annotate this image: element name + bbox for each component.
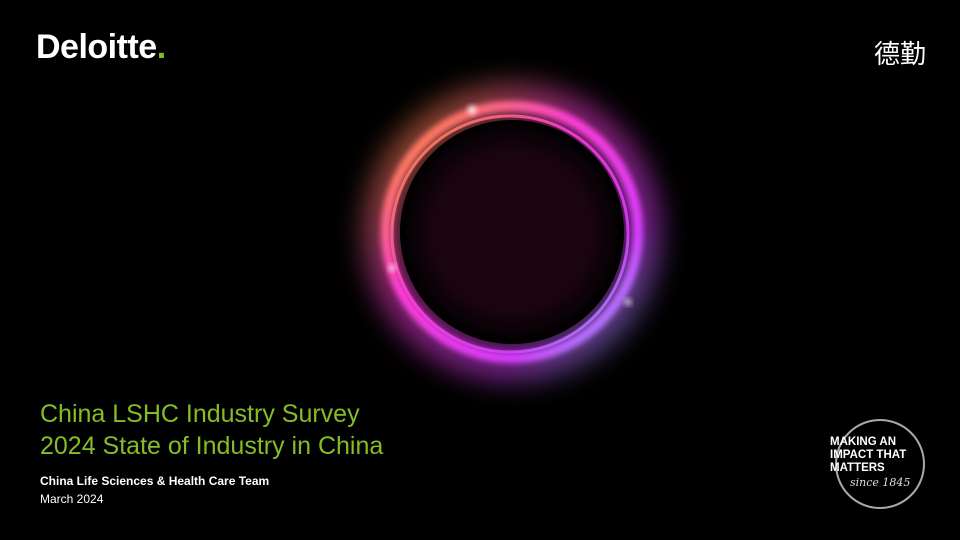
sparkle <box>389 265 395 271</box>
badge: MAKING AN IMPACT THAT MATTERS since 1845 <box>830 418 926 514</box>
badge-line: MATTERS <box>830 462 885 474</box>
ring-band <box>381 101 643 363</box>
logo-dot: . <box>156 28 166 66</box>
ring-line <box>390 114 630 354</box>
badge-since: since 1845 <box>850 476 911 489</box>
logo: Deloitte. <box>36 28 166 67</box>
team: China Life Sciences & Health Care Team <box>40 474 270 488</box>
title: China LSHC Industry Survey <box>40 400 360 428</box>
sparkle <box>468 106 476 114</box>
logo-name: Deloitte <box>36 28 157 66</box>
badge-line: MAKING AN <box>830 436 897 448</box>
date: March 2024 <box>40 492 104 506</box>
ring-inner <box>400 120 624 344</box>
chinese-name: 德勤 <box>873 40 926 70</box>
sparkle <box>625 299 631 305</box>
badge-circle <box>835 419 925 509</box>
badge-line: IMPACT THAT <box>830 449 907 461</box>
subtitle: 2024 State of Industry in China <box>40 432 384 460</box>
